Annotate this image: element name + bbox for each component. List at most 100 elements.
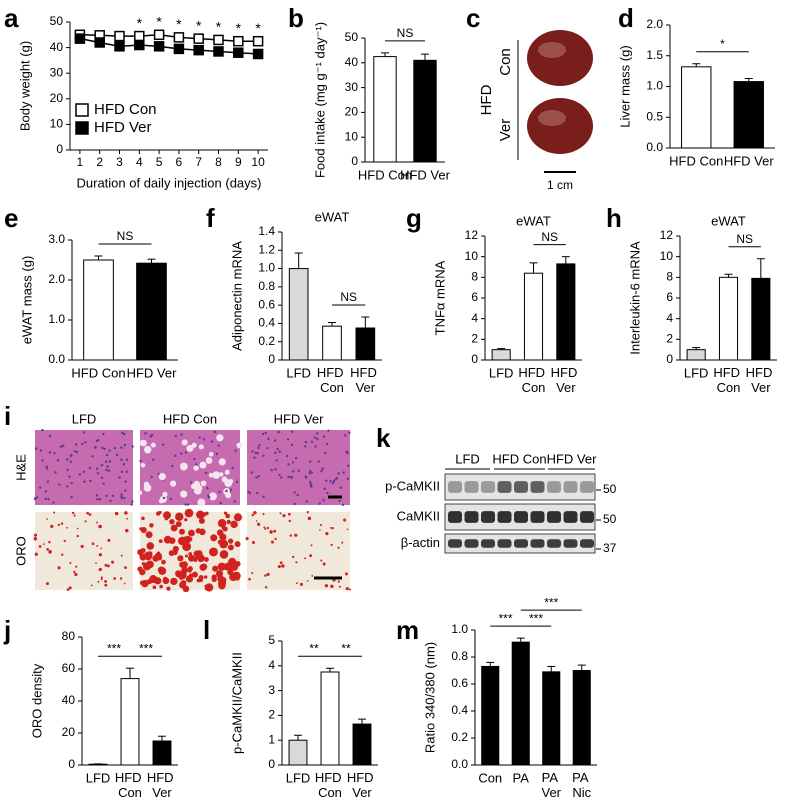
y-tick-label: 2	[471, 332, 478, 346]
tissue-detail	[211, 576, 217, 583]
blot-band	[547, 511, 561, 523]
marker	[153, 41, 165, 52]
tissue-detail	[170, 577, 178, 586]
tissue-detail	[169, 497, 172, 501]
bar	[288, 739, 308, 766]
column-label: HFD Ver	[274, 411, 325, 426]
y-tick-label: 2	[666, 332, 673, 346]
tissue-detail	[89, 479, 92, 483]
blot-band	[547, 481, 561, 493]
tissue-detail	[84, 441, 87, 444]
tissue-detail	[97, 438, 100, 442]
y-tick-label: 0	[666, 352, 673, 366]
tissue-detail	[73, 570, 76, 574]
bracket-label: ***	[139, 641, 153, 655]
legend-label: HFD Ver	[94, 119, 152, 136]
tissue-detail	[304, 445, 307, 448]
tissue-detail	[274, 468, 277, 471]
blot-band	[514, 481, 528, 493]
tissue-detail	[69, 460, 72, 463]
tissue-detail	[276, 447, 279, 451]
tissue-detail	[199, 461, 207, 469]
bar	[120, 678, 140, 766]
marker-label: 50	[603, 482, 617, 496]
y-tick-label: 12	[465, 228, 479, 242]
tissue-detail	[278, 450, 281, 453]
tissue-detail	[121, 431, 124, 434]
tissue-detail	[186, 444, 194, 452]
x-tick-label: 5	[156, 155, 163, 169]
bracket-label: NS	[736, 232, 753, 246]
chart-title: eWAT	[711, 213, 746, 228]
tissue-detail	[245, 537, 249, 541]
y-axis-label: Adiponectin mRNA	[229, 241, 244, 351]
tissue-detail	[140, 462, 146, 468]
tissue-detail	[291, 461, 295, 464]
tissue-detail	[273, 439, 277, 442]
y-tick-label: 1.0	[646, 79, 663, 93]
y-tick-label: 6	[471, 290, 478, 304]
tissue-detail	[182, 585, 190, 593]
liver-photo	[527, 30, 593, 86]
tissue-detail	[310, 440, 314, 443]
y-tick-label: 0.6	[258, 297, 275, 311]
panel-label: a	[4, 3, 19, 33]
tissue-detail	[120, 458, 123, 462]
tissue-detail	[158, 472, 166, 481]
tissue-detail	[88, 513, 92, 516]
tissue-detail	[330, 584, 334, 589]
annotation: *	[196, 17, 202, 33]
marker	[114, 41, 125, 52]
tissue-detail	[210, 440, 214, 443]
panel-label: l	[203, 615, 210, 645]
marker	[173, 43, 185, 55]
tissue-detail	[327, 429, 330, 432]
tissue-detail	[48, 434, 52, 438]
tissue-detail	[101, 446, 104, 450]
bar	[556, 263, 576, 361]
tissue-detail	[229, 572, 238, 582]
tissue-detail	[288, 519, 292, 523]
tissue-detail	[197, 498, 206, 507]
tissue-detail	[95, 562, 97, 564]
tissue-detail	[263, 526, 266, 529]
tissue-detail	[98, 524, 102, 529]
tissue-detail	[304, 557, 307, 560]
tissue-detail	[74, 572, 78, 577]
micrograph	[247, 430, 350, 505]
tissue-detail	[285, 454, 289, 458]
y-tick-label: 50	[345, 30, 359, 44]
y-axis-label: p-CaMKII/CaMKII	[229, 652, 244, 754]
tissue-detail	[320, 469, 323, 473]
tissue-detail	[71, 511, 75, 515]
tissue-detail	[208, 472, 214, 478]
tissue-detail	[215, 452, 219, 456]
tissue-detail	[125, 458, 129, 461]
tissue-detail	[204, 575, 208, 579]
blot-band	[563, 539, 578, 548]
blot-band	[580, 511, 594, 523]
x-axis-label: Duration of daily injection (days)	[77, 175, 262, 190]
annotation: *	[156, 14, 162, 30]
bar	[481, 665, 500, 766]
x-tick-label: HFD Ver	[147, 770, 177, 800]
y-tick-label: 0.8	[451, 649, 468, 663]
x-tick-label: HFD Con	[315, 770, 345, 800]
tissue-detail	[141, 516, 145, 521]
tissue-detail	[38, 545, 42, 548]
y-tick-label: 4	[666, 311, 673, 325]
series-line	[79, 37, 259, 55]
bar	[83, 259, 114, 361]
tissue-detail	[309, 482, 312, 486]
tissue-detail	[319, 524, 323, 527]
chart-title: eWAT	[516, 213, 551, 228]
y-axis-label: TNFα mRNA	[432, 260, 447, 335]
tissue-detail	[251, 450, 254, 453]
tissue-detail	[311, 575, 314, 577]
tissue-detail	[100, 578, 103, 581]
tissue-detail	[120, 554, 123, 557]
tissue-detail	[139, 459, 142, 463]
tissue-detail	[205, 457, 213, 464]
marker	[213, 34, 224, 46]
